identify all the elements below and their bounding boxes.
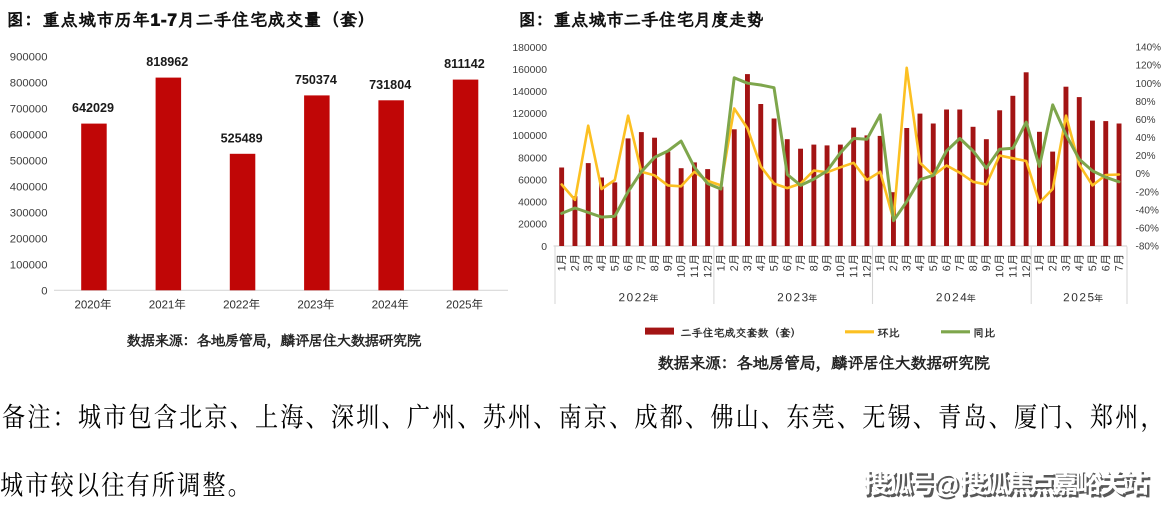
svg-text:60%: 60% [1136,115,1156,126]
svg-text:0: 0 [541,242,547,253]
svg-text:642029: 642029 [72,101,114,115]
svg-text:140000: 140000 [512,87,547,98]
svg-text:500000: 500000 [10,156,48,168]
svg-text:700000: 700000 [10,104,48,116]
svg-text:-20%: -20% [1136,187,1159,198]
svg-text:100000: 100000 [512,131,547,142]
svg-text:818962: 818962 [146,55,188,69]
svg-text:80%: 80% [1136,97,1156,108]
svg-text:80000: 80000 [518,153,547,164]
svg-text:200000: 200000 [10,233,48,245]
svg-text:0%: 0% [1136,169,1151,180]
svg-text:731804: 731804 [369,78,411,92]
svg-text:160000: 160000 [512,65,547,76]
svg-text:100000: 100000 [10,259,48,271]
svg-text:800000: 800000 [10,78,48,90]
svg-text:40000: 40000 [518,198,547,209]
svg-text:525489: 525489 [221,131,263,145]
svg-text:40%: 40% [1136,133,1156,144]
svg-text:-80%: -80% [1136,242,1159,253]
svg-text:-60%: -60% [1136,224,1159,235]
svg-text:400000: 400000 [10,181,48,193]
svg-text:20000: 20000 [518,220,547,231]
svg-text:100%: 100% [1136,79,1162,90]
svg-text:140%: 140% [1136,43,1162,54]
svg-text:811142: 811142 [444,57,485,71]
svg-text:-40%: -40% [1136,205,1159,216]
svg-text:180000: 180000 [512,43,547,54]
svg-text:120%: 120% [1136,61,1162,72]
svg-text:300000: 300000 [10,207,48,219]
svg-text:900000: 900000 [10,52,48,64]
svg-text:60000: 60000 [518,176,547,187]
svg-text:0: 0 [41,285,47,297]
svg-text:750374: 750374 [295,73,337,87]
svg-text:20%: 20% [1136,151,1156,162]
svg-text:120000: 120000 [512,109,547,120]
svg-text:600000: 600000 [10,130,48,142]
